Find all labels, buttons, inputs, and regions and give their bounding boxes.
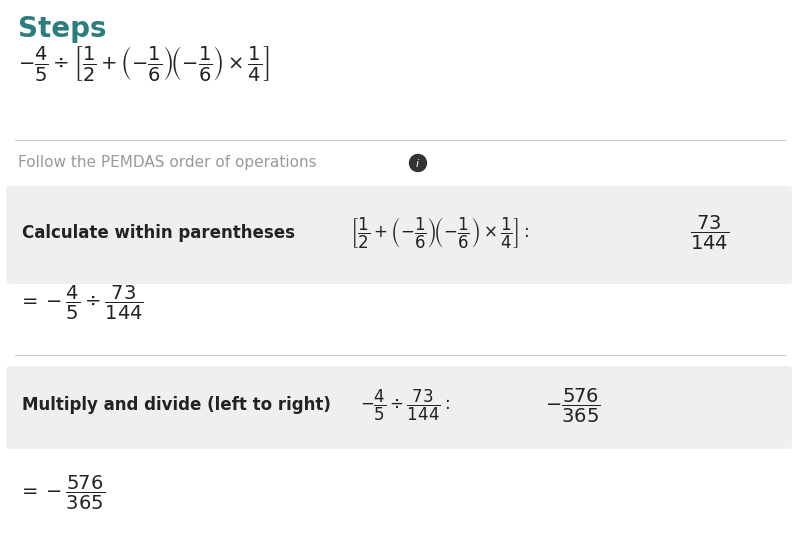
Text: $\left[\dfrac{1}{2} + \left(-\dfrac{1}{6}\right)\!\left(-\dfrac{1}{6}\right) \ti: $\left[\dfrac{1}{2} + \left(-\dfrac{1}{6… [350, 215, 530, 251]
Text: $\dfrac{73}{144}$: $\dfrac{73}{144}$ [690, 214, 730, 252]
Text: Multiply and divide (left to right): Multiply and divide (left to right) [22, 397, 331, 414]
Circle shape [410, 154, 426, 171]
Text: Calculate within parentheses: Calculate within parentheses [22, 224, 295, 242]
Text: $-\dfrac{576}{365}$: $-\dfrac{576}{365}$ [545, 386, 601, 424]
Text: $-\dfrac{4}{5} \div \left[\dfrac{1}{2} + \left(-\dfrac{1}{6}\right)\!\left(-\dfr: $-\dfrac{4}{5} \div \left[\dfrac{1}{2} +… [18, 44, 270, 83]
FancyBboxPatch shape [6, 366, 792, 449]
Text: Follow the PEMDAS order of operations: Follow the PEMDAS order of operations [18, 155, 317, 170]
Text: $\mathit{i}$: $\mathit{i}$ [415, 157, 421, 169]
Text: $= -\dfrac{4}{5} \div \dfrac{73}{144}$: $= -\dfrac{4}{5} \div \dfrac{73}{144}$ [18, 284, 144, 322]
FancyBboxPatch shape [6, 186, 792, 284]
Text: Steps: Steps [18, 15, 106, 43]
Text: $-\dfrac{4}{5} \div \dfrac{73}{144}:$: $-\dfrac{4}{5} \div \dfrac{73}{144}:$ [360, 388, 450, 423]
Text: $= -\dfrac{576}{365}$: $= -\dfrac{576}{365}$ [18, 474, 105, 512]
